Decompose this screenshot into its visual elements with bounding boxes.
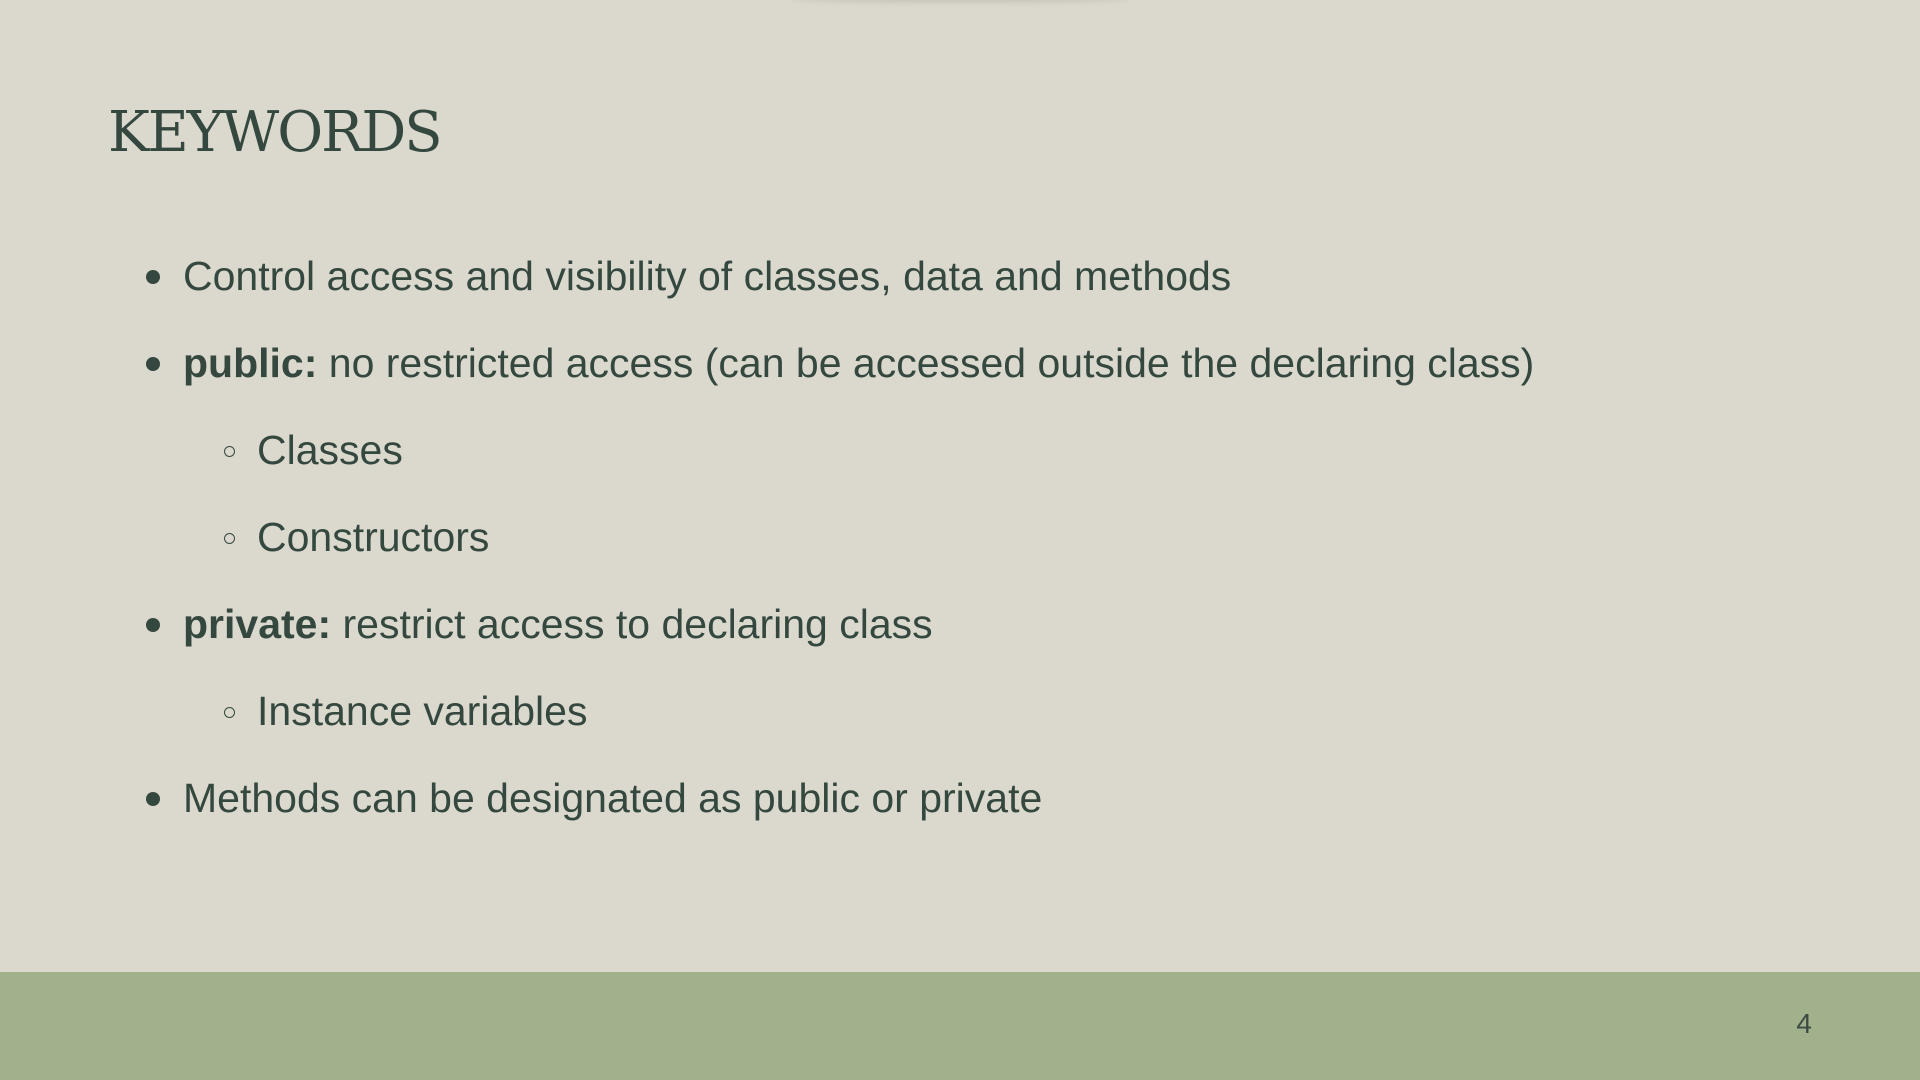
bullet-text: Control access and visibility of classes… bbox=[183, 240, 1231, 312]
bullet-text: private: restrict access to declaring cl… bbox=[183, 588, 933, 660]
filled-bullet-icon bbox=[146, 270, 160, 284]
bullet-body: Classes bbox=[257, 427, 403, 473]
bullet-text: Constructors bbox=[257, 501, 489, 573]
slide-title: KEYWORDS bbox=[108, 100, 443, 165]
filled-bullet-icon bbox=[146, 618, 160, 632]
bullet-text: Methods can be designated as public or p… bbox=[183, 762, 1042, 834]
bullet-keyword: private: bbox=[183, 601, 332, 647]
bullet-body: Methods can be designated as public or p… bbox=[183, 775, 1043, 821]
hollow-bullet-icon bbox=[224, 707, 235, 718]
filled-bullet-icon bbox=[146, 357, 160, 371]
bullet-text: Instance variables bbox=[257, 675, 587, 747]
hollow-bullet-icon bbox=[224, 446, 235, 457]
bullet-body: Control access and visibility of classes… bbox=[183, 253, 1232, 299]
bullet-text: Classes bbox=[257, 414, 403, 486]
filled-bullet-icon bbox=[146, 792, 160, 806]
page-number: 4 bbox=[1796, 1008, 1812, 1039]
bullet-body: restrict access to declaring class bbox=[331, 601, 933, 647]
bullet-text: public: no restricted access (can be acc… bbox=[183, 327, 1534, 399]
bullet-body: Instance variables bbox=[257, 688, 588, 734]
bullet-keyword: public: bbox=[183, 340, 318, 386]
top-edge-shadow bbox=[790, 0, 1130, 2]
footer-bar bbox=[0, 972, 1920, 1080]
hollow-bullet-icon bbox=[224, 533, 235, 544]
bullet-body: Constructors bbox=[257, 514, 490, 560]
bullet-body: no restricted access (can be accessed ou… bbox=[317, 340, 1535, 386]
